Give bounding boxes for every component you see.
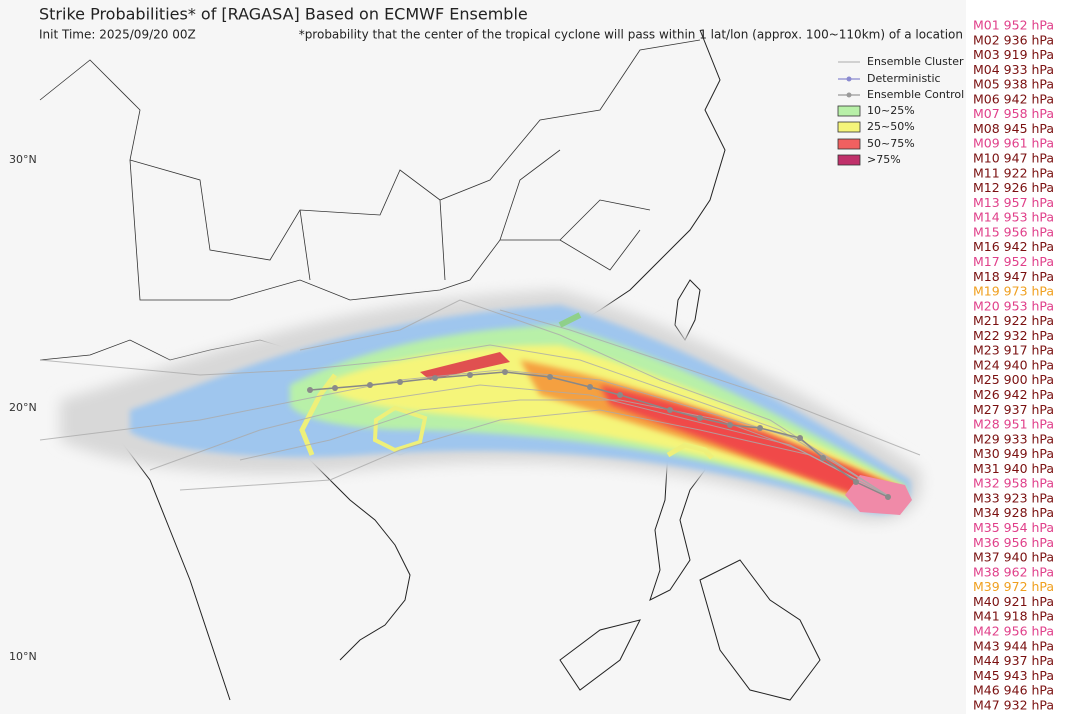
- legend-swatch: [837, 105, 861, 117]
- legend-marker: [846, 76, 852, 82]
- member-label: M07 958 hPa: [973, 106, 1054, 121]
- latitude-labels: 30°N 20°N 10°N: [9, 153, 37, 663]
- member-label: M09 961 hPa: [973, 136, 1054, 151]
- legend-label: 50~75%: [867, 137, 915, 150]
- member-label: M33 923 hPa: [973, 490, 1054, 505]
- note: *probability that the center of the trop…: [299, 28, 963, 42]
- member-label: M28 951 hPa: [973, 417, 1054, 432]
- member-label: M30 949 hPa: [973, 446, 1054, 461]
- latitude-label: 10°N: [9, 650, 37, 663]
- legend-label: Ensemble Control: [867, 88, 964, 101]
- member-label: M40 921 hPa: [973, 594, 1054, 609]
- member-label: M23 917 hPa: [973, 343, 1054, 358]
- ensemble-tracks: [39, 299, 921, 498]
- member-label: M17 952 hPa: [973, 254, 1054, 269]
- member-label: M31 940 hPa: [973, 461, 1054, 476]
- legend-swatch: [837, 121, 861, 133]
- member-label: M36 956 hPa: [973, 535, 1054, 550]
- latitude-label: 30°N: [9, 153, 37, 166]
- member-label: M18 947 hPa: [973, 269, 1054, 284]
- map-base: [39, 29, 821, 701]
- member-label: M29 933 hPa: [973, 431, 1054, 446]
- member-label: M19 973 hPa: [973, 284, 1054, 299]
- legend-label: 25~50%: [867, 120, 915, 133]
- member-label: M22 932 hPa: [973, 328, 1054, 343]
- member-label: M20 953 hPa: [973, 298, 1054, 313]
- legend-swatch: [837, 138, 861, 150]
- legend: Ensemble Cluster Deterministic Ensemble Co…: [837, 55, 964, 166]
- member-label: M24 940 hPa: [973, 357, 1054, 372]
- member-label: M38 962 hPa: [973, 564, 1054, 579]
- member-label: M10 947 hPa: [973, 151, 1054, 166]
- member-label: M06 942 hPa: [973, 91, 1054, 106]
- member-label: M05 938 hPa: [973, 77, 1054, 92]
- member-label: M27 937 hPa: [973, 402, 1054, 417]
- member-label: M41 918 hPa: [973, 609, 1054, 624]
- member-label: M26 942 hPa: [973, 387, 1054, 402]
- member-label: M39 972 hPa: [973, 579, 1054, 594]
- member-label: M01 952 hPa: [973, 18, 1054, 33]
- legend-swatch: [837, 154, 861, 166]
- member-label: M14 953 hPa: [973, 210, 1054, 225]
- latitude-label: 20°N: [9, 401, 37, 414]
- member-label: M34 928 hPa: [973, 505, 1054, 520]
- control-track: [307, 369, 891, 500]
- member-label: M03 919 hPa: [973, 47, 1054, 62]
- member-label: M25 900 hPa: [973, 372, 1054, 387]
- member-label: M45 943 hPa: [973, 668, 1054, 683]
- member-label: M21 922 hPa: [973, 313, 1054, 328]
- member-label: M04 933 hPa: [973, 62, 1054, 77]
- member-label: M15 956 hPa: [973, 224, 1054, 239]
- member-label: M02 936 hPa: [973, 32, 1054, 47]
- legend-label: Ensemble Cluster: [867, 55, 964, 68]
- member-label: M11 922 hPa: [973, 165, 1054, 180]
- member-label: M43 944 hPa: [973, 638, 1054, 653]
- legend-label: >75%: [867, 153, 901, 166]
- member-label: M42 956 hPa: [973, 623, 1054, 638]
- title: Strike Probabilities* of [RAGASA] Based …: [39, 5, 528, 24]
- legend-label: Deterministic: [867, 72, 941, 85]
- init-time: Init Time: 2025/09/20 00Z: [39, 28, 196, 42]
- member-label: M16 942 hPa: [973, 239, 1054, 254]
- probability-swath: [60, 290, 922, 522]
- member-label: M47 932 hPa: [973, 697, 1054, 712]
- member-label: M13 957 hPa: [973, 195, 1054, 210]
- member-label: M37 940 hPa: [973, 550, 1054, 565]
- member-label: M08 945 hPa: [973, 121, 1054, 136]
- member-label: M35 954 hPa: [973, 520, 1054, 535]
- member-label: M44 937 hPa: [973, 653, 1054, 668]
- legend-marker: [846, 92, 852, 98]
- member-label: M32 958 hPa: [973, 476, 1054, 491]
- legend-label: 10~25%: [867, 104, 915, 117]
- member-label: M46 946 hPa: [973, 683, 1054, 698]
- member-label: M12 926 hPa: [973, 180, 1054, 195]
